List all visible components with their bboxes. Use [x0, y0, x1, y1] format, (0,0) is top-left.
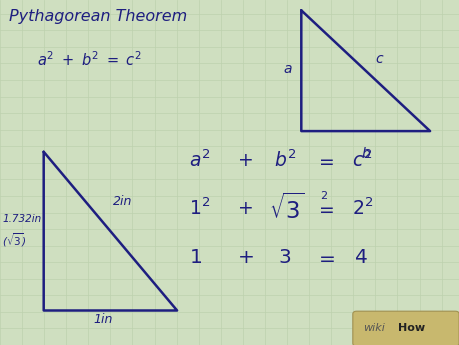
FancyBboxPatch shape	[352, 311, 458, 345]
Text: ($\sqrt{3}$): ($\sqrt{3}$)	[2, 231, 27, 249]
Text: $+$: $+$	[236, 151, 252, 170]
Text: 1in: 1in	[94, 313, 113, 326]
Text: $b^2$: $b^2$	[273, 150, 296, 171]
Text: $c^2$: $c^2$	[351, 150, 371, 171]
Text: $a^2\ +\ b^2\ =\ c^2$: $a^2\ +\ b^2\ =\ c^2$	[37, 50, 142, 69]
Text: $=$: $=$	[314, 199, 334, 218]
Text: $^2$: $^2$	[319, 193, 327, 208]
Text: How: How	[397, 324, 425, 333]
Text: $=$: $=$	[314, 247, 335, 267]
Text: $\sqrt{3}$: $\sqrt{3}$	[269, 194, 304, 224]
Text: $+$: $+$	[236, 199, 252, 218]
Text: wiki: wiki	[363, 324, 385, 333]
Text: c: c	[374, 52, 382, 66]
Text: $2^2$: $2^2$	[351, 198, 372, 219]
Text: $=$: $=$	[314, 151, 334, 170]
Text: $1^2$: $1^2$	[188, 198, 209, 219]
Text: b: b	[360, 147, 369, 161]
Text: a: a	[283, 62, 291, 76]
Text: 2in: 2in	[112, 195, 132, 208]
Text: 1.732in: 1.732in	[2, 214, 41, 224]
Text: $3$: $3$	[278, 247, 291, 267]
Text: Pythagorean Theorem: Pythagorean Theorem	[9, 9, 187, 23]
Text: $a^2$: $a^2$	[188, 150, 210, 171]
Text: $1$: $1$	[188, 247, 201, 267]
Text: $4$: $4$	[353, 247, 367, 267]
Text: $+$: $+$	[236, 247, 253, 267]
